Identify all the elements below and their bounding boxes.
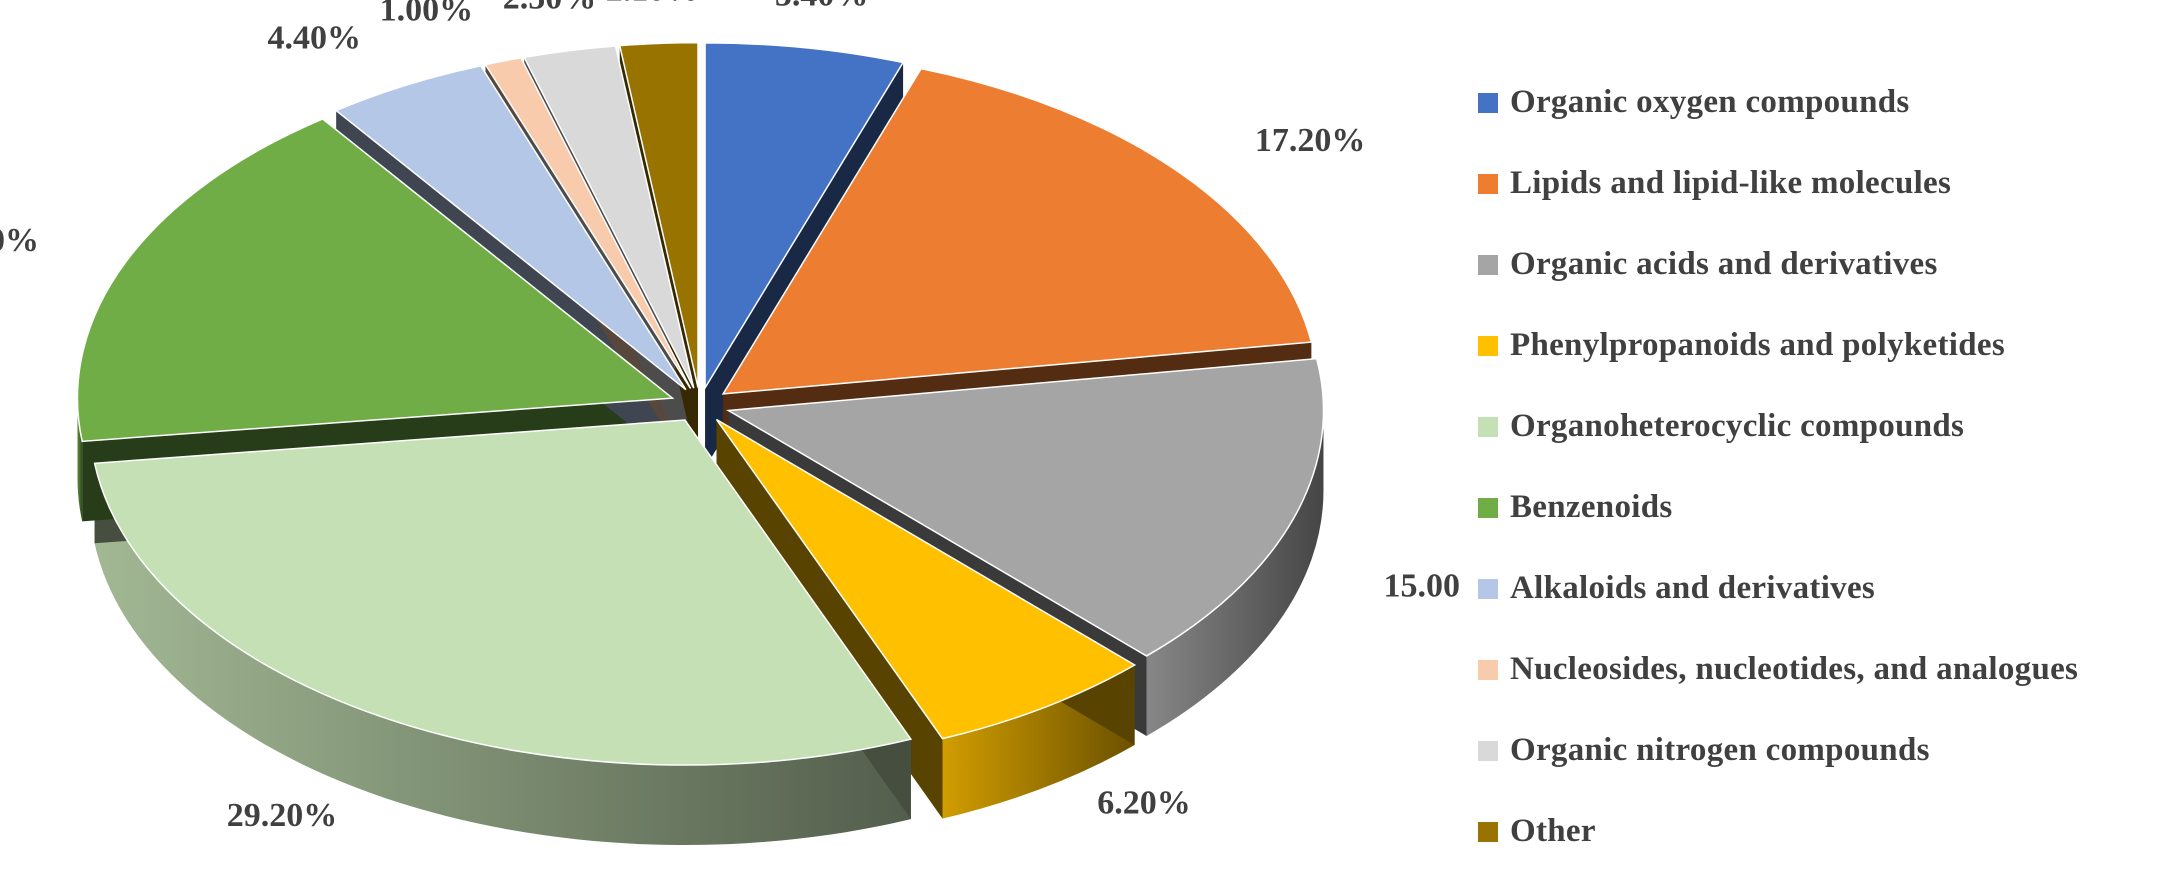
data-label-phenylpropanoids-and-polyketides: 6.20% [1097, 784, 1191, 821]
legend-item-other: Other [1478, 791, 2168, 872]
legend-label: Organic nitrogen compounds [1510, 732, 1930, 768]
pie-slice-lipids-and-lipid-like-molecules [721, 67, 1313, 395]
pie-slice-side-benzenoids [77, 398, 83, 522]
legend-swatch [1478, 659, 1498, 680]
pie-slice-organic-nitrogen-compounds [523, 45, 695, 389]
pie-slice-nucleosides-nucleotides-and-analogues [484, 56, 692, 389]
pie-slice-organic-oxygen-compounds [704, 42, 905, 391]
pie-label-layer: 5.40% 17.20% 15.00% 6.20% 29.20% 17.00% 4.40% 1… [0, 0, 1460, 834]
legend-item-alkaloids-and-derivatives: Alkaloids and derivatives [1478, 548, 2168, 629]
data-label-organic-nitrogen-compounds: 2.50% [503, 0, 597, 17]
data-label-benzenoids: 17.00% [0, 222, 39, 259]
legend-item-phenylpropanoids-and-polyketides: Phenylpropanoids and polyketides [1478, 305, 2168, 386]
legend-swatch [1478, 578, 1498, 599]
legend-item-nucleosides-nucleotides-and-analogues: Nucleosides, nucleotides, and analogues [1478, 629, 2168, 710]
pie-chart: 5.40% 17.20% 15.00% 6.20% 29.20% 17.00% 4.40% 1… [0, 0, 2078, 849]
legend-swatch [1478, 92, 1498, 113]
pie-slice-organoheterocyclic-compounds [93, 419, 913, 766]
pie-slice-side-organic-acids-and-derivatives [1146, 410, 1324, 736]
legend-label: Other [1510, 813, 1596, 849]
legend-swatch [1478, 821, 1498, 842]
pie-slice-side-organoheterocyclic-compounds [94, 463, 911, 846]
pie-slice-alkaloids-and-derivatives [334, 64, 687, 391]
legend-swatch [1478, 173, 1498, 194]
data-label-alkaloids-and-derivatives: 4.40% [268, 20, 362, 57]
legend-label: Benzenoids [1510, 489, 1673, 525]
data-label-organic-acids-and-derivatives: 15.00% [1384, 568, 1461, 605]
legend-item-lipids-and-lipid-like-molecules: Lipids and lipid-like molecules [1478, 143, 2168, 224]
data-label-lipids-and-lipid-like-molecules: 17.20% [1255, 122, 1366, 159]
data-label-organic-oxygen-compounds: 5.40% [775, 0, 869, 13]
legend-label: Organic oxygen compounds [1510, 84, 1910, 120]
legend-label: Lipids and lipid-like molecules [1510, 165, 1952, 201]
legend-swatch [1478, 335, 1498, 356]
legend-swatch [1478, 416, 1498, 437]
legend-item-benzenoids: Benzenoids [1478, 467, 2168, 548]
pie-slice-organic-acids-and-derivatives [726, 357, 1325, 657]
legend-swatch [1478, 254, 1498, 275]
legend-swatch [1478, 740, 1498, 761]
legend-item-organoheterocyclic-compounds: Organoheterocyclic compounds [1478, 386, 2168, 467]
legend-item-organic-acids-and-derivatives: Organic acids and derivatives [1478, 224, 2168, 305]
pie-plot-area: 5.40% 17.20% 15.00% 6.20% 29.20% 17.00% 4.40% 1… [0, 0, 1460, 846]
legend-label: Organoheterocyclic compounds [1510, 408, 1965, 444]
pie-top-layer [76, 41, 1325, 766]
legend-label: Phenylpropanoids and polyketides [1510, 327, 2005, 363]
pie-slice-phenylpropanoids-and-polyketides [715, 418, 1137, 740]
pie-slice-benzenoids [76, 118, 675, 443]
legend-label: Organic acids and derivatives [1510, 246, 1938, 282]
legend: Organic oxygen compounds Lipids and lipid… [1478, 62, 2168, 872]
data-label-other: 2.10% [606, 0, 700, 8]
data-label-nucleosides-nucleotides-and-analogues: 1.00% [380, 0, 474, 29]
pie-slice-other [618, 41, 699, 388]
data-label-organoheterocyclic-compounds: 29.20% [227, 797, 338, 834]
legend-label: Nucleosides, nucleotides, and analogues [1510, 651, 2079, 687]
legend-item-organic-nitrogen-compounds: Organic nitrogen compounds [1478, 710, 2168, 791]
legend-swatch [1478, 497, 1498, 518]
legend-item-organic-oxygen-compounds: Organic oxygen compounds [1478, 62, 2168, 143]
legend-label: Alkaloids and derivatives [1510, 570, 1876, 606]
